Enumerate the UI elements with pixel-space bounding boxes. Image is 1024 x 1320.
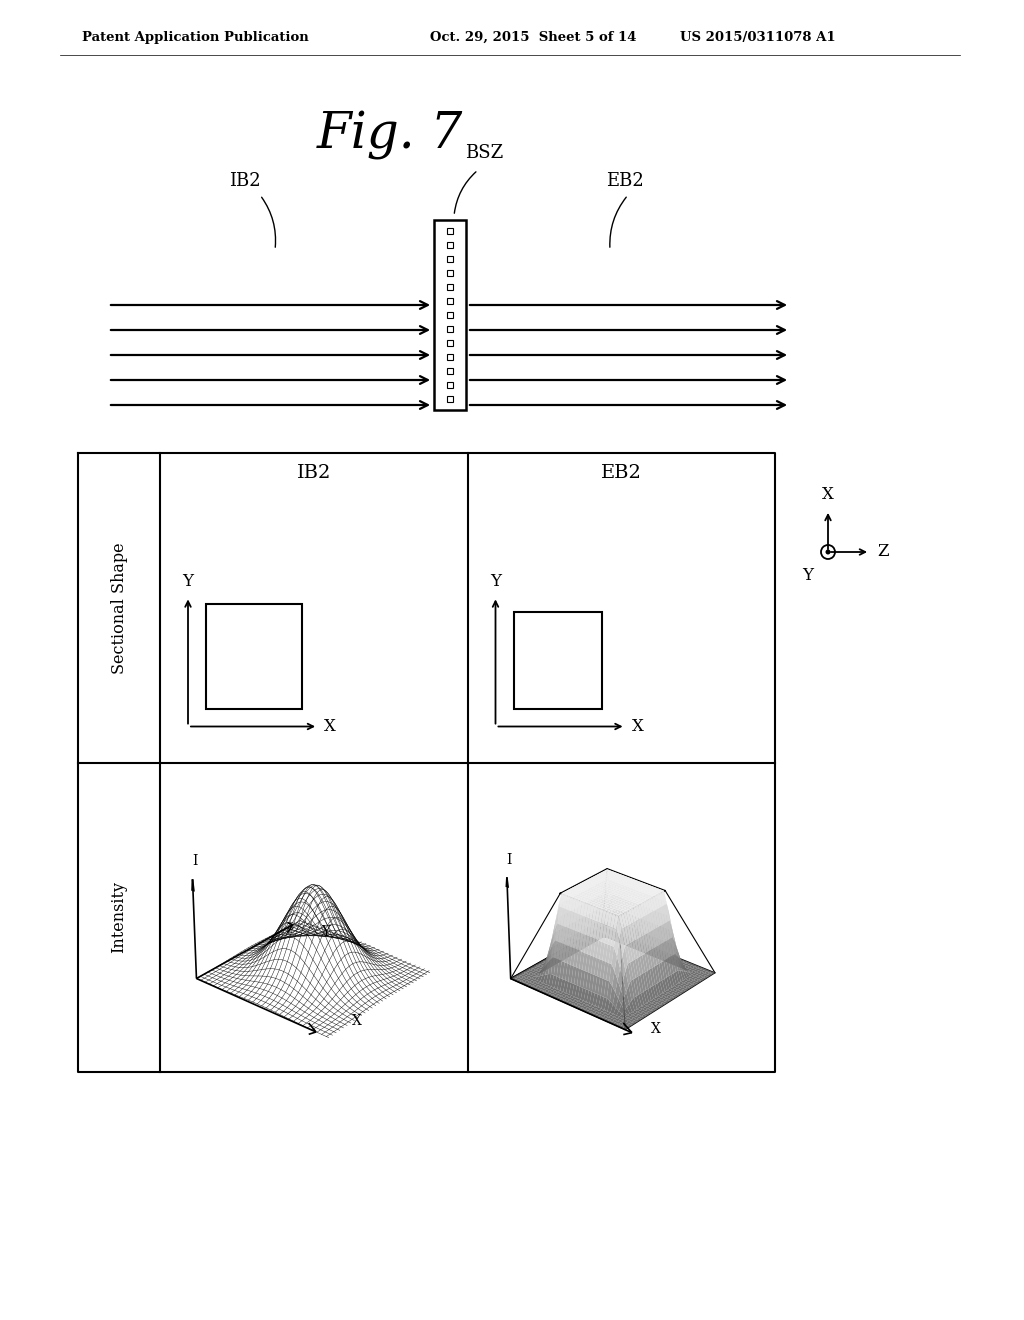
Bar: [447, 354, 453, 360]
Text: Y: Y: [490, 573, 501, 590]
Bar: [447, 312, 453, 318]
Bar: [447, 242, 453, 248]
Text: X: X: [822, 486, 834, 503]
Bar: [206, 603, 302, 709]
Bar: [447, 326, 453, 333]
Text: Y: Y: [803, 568, 813, 583]
Text: Y: Y: [182, 573, 194, 590]
Text: Fig. 7: Fig. 7: [316, 111, 463, 160]
Text: US 2015/0311078 A1: US 2015/0311078 A1: [680, 30, 836, 44]
Bar: [447, 368, 453, 374]
Text: Sectional Shape: Sectional Shape: [111, 543, 128, 673]
Bar: [447, 256, 453, 261]
Text: EB2: EB2: [606, 172, 644, 190]
Bar: [447, 341, 453, 346]
Text: Patent Application Publication: Patent Application Publication: [82, 30, 309, 44]
Text: Oct. 29, 2015  Sheet 5 of 14: Oct. 29, 2015 Sheet 5 of 14: [430, 30, 637, 44]
Circle shape: [825, 549, 830, 554]
Bar: [447, 298, 453, 304]
Text: Intensity: Intensity: [111, 882, 128, 953]
Bar: [447, 284, 453, 290]
Bar: [447, 396, 453, 403]
Text: IB2: IB2: [297, 465, 331, 482]
Text: EB2: EB2: [601, 465, 642, 482]
Bar: [434, 220, 466, 411]
Text: Z: Z: [877, 544, 889, 561]
Text: BSZ: BSZ: [465, 144, 503, 162]
Bar: [447, 271, 453, 276]
Bar: [447, 228, 453, 234]
Bar: [513, 611, 601, 709]
Text: X: X: [632, 718, 643, 735]
Bar: [447, 381, 453, 388]
Text: X: X: [324, 718, 336, 735]
Text: IB2: IB2: [229, 172, 261, 190]
